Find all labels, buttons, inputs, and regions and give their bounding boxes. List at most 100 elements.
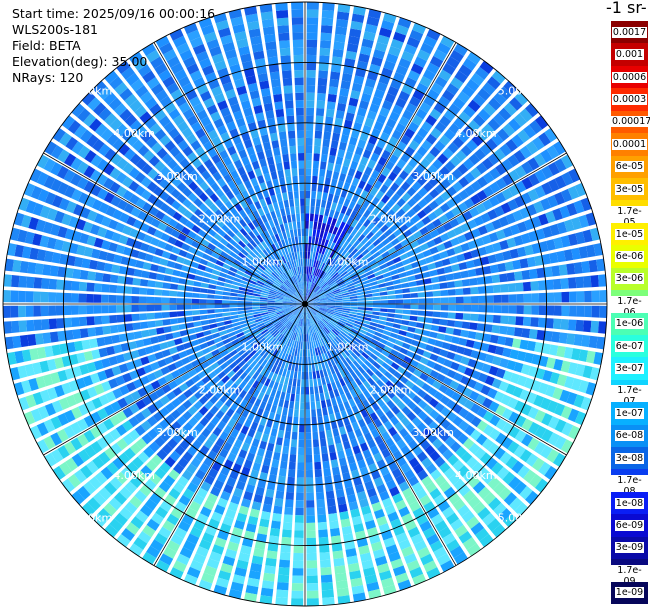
range-gate [196,109,208,121]
range-gate [325,312,334,317]
range-gate [269,290,277,295]
range-gate [346,493,357,504]
range-gate [215,341,225,349]
range-gate [405,422,416,433]
range-gate [220,214,229,224]
range-gate [132,277,141,286]
range-gate [206,492,218,504]
range-gate [115,353,126,364]
range-gate [530,317,539,328]
range-gate [462,287,471,295]
range-gate [290,285,297,293]
range-gate [330,178,338,188]
range-gate [138,304,147,312]
range-gate [109,428,121,441]
range-gate [314,461,322,470]
range-gate [400,213,411,223]
range-gate [302,243,305,252]
colorbar-tick-label: 1e-08 [614,497,645,509]
range-gate [135,399,147,410]
range-gate [338,426,347,436]
range-gate [273,505,283,515]
range-gate [337,281,346,287]
range-gate [340,313,349,318]
range-gate [259,3,273,13]
colorbar-tick-label: 0.00017 [611,116,650,128]
range-gate [203,565,218,577]
range-gate [395,411,406,421]
range-gate [140,176,152,188]
range-gate [294,251,298,260]
range-gate [391,129,403,140]
range-gate [189,559,204,572]
range-gate [291,17,304,25]
range-gate [389,486,400,497]
range-gate [438,526,452,539]
range-gate [21,349,32,362]
range-gate [93,315,103,325]
range-gate [540,445,553,459]
range-gate [179,271,189,279]
range-gate [166,540,181,553]
range-gate [309,292,316,299]
range-gate [295,356,300,365]
range-gate [305,153,312,161]
range-gate [417,310,426,316]
range-gate [285,108,294,117]
range-gate [238,348,247,356]
range-gate [96,261,106,271]
range-gate [434,520,448,533]
range-gate [129,442,142,455]
range-gate [541,428,554,443]
range-gate [312,306,320,310]
range-gate [119,212,130,224]
range-gate [297,333,301,342]
range-gate [331,218,337,227]
range-gate [560,405,573,420]
range-gate [272,397,280,406]
range-gate [483,491,497,505]
range-gate [84,149,97,163]
range-gate [265,557,277,567]
range-gate [243,392,252,402]
range-gate [171,353,181,362]
range-gate [57,412,69,426]
range-gate [234,203,243,212]
range-gate [310,206,315,214]
range-gate [429,409,440,420]
range-gate [329,320,337,327]
range-gate [170,409,181,420]
range-gate [338,402,345,412]
range-gate [168,253,178,262]
range-gate [331,348,338,357]
range-gate [97,188,109,200]
range-gate [243,328,252,335]
range-gate [169,304,177,311]
range-gate [574,411,587,426]
range-gate [446,539,460,552]
range-gate [189,428,200,439]
range-gate [465,260,475,269]
range-gate [116,438,129,451]
range-gate [370,284,379,290]
range-gate [154,319,164,327]
range-gate [270,316,279,321]
range-gate [485,285,494,294]
range-gate [214,504,226,515]
range-gate [256,407,264,417]
range-gate [355,334,364,341]
range-gate [129,194,140,205]
range-gate [306,85,316,93]
range-gate [159,95,173,108]
range-gate [214,313,223,318]
range-gate [436,553,451,566]
range-gate [429,108,442,120]
range-gate [340,205,348,215]
range-gate [154,62,168,76]
range-gate [384,93,396,104]
range-gate [331,316,340,321]
range-gate [540,197,552,211]
range-gate [443,240,453,250]
range-gate [257,525,269,535]
range-gate [277,475,286,485]
